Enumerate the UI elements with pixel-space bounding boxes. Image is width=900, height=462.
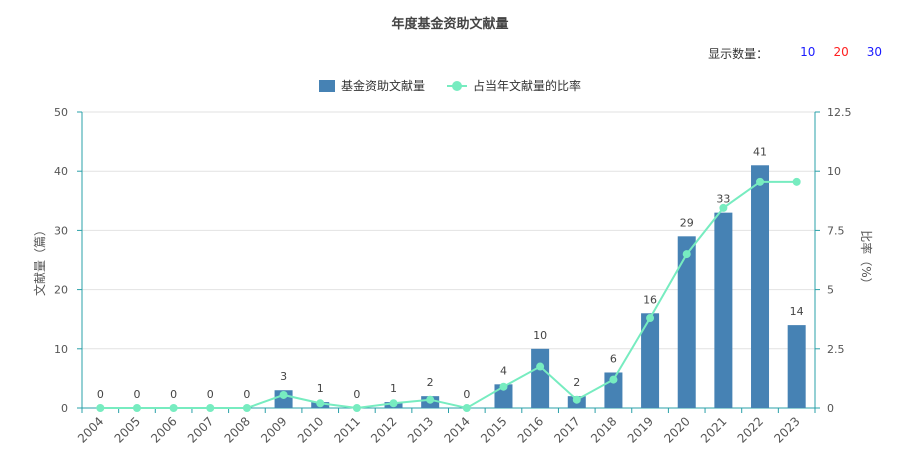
ratio-line (100, 180, 797, 410)
ratio-point (756, 177, 765, 186)
count-option-10[interactable]: 10 (800, 45, 816, 59)
display-count-switch: 显示数量： 10 20 30 (708, 45, 882, 62)
chart-legend: 基金资助文献量 占当年文献量的比率 (0, 77, 900, 94)
chart-title: 年度基金资助文献量 (391, 17, 509, 32)
y-tick-label: 40 (54, 165, 68, 178)
legend-line-swatch (447, 80, 467, 92)
x-tick-label: 2023 (771, 414, 802, 445)
bar-value-label: 1 (317, 382, 324, 395)
x-tick-label: 2018 (588, 414, 619, 445)
bar (787, 325, 806, 408)
x-tick-label: 2020 (661, 414, 692, 445)
y2-tick-label: 10 (827, 165, 841, 178)
ratio-point (169, 404, 178, 412)
bar-value-label: 6 (610, 352, 617, 365)
x-tick-label: 2005 (112, 414, 143, 445)
bar (714, 212, 733, 408)
ratio-point (792, 177, 801, 186)
legend-line-label: 占当年文献量的比率 (473, 79, 582, 93)
bar (531, 348, 550, 408)
bar-value-label: 0 (207, 388, 214, 401)
x-tick-label: 2017 (551, 414, 582, 445)
x-tick-label: 2021 (698, 414, 729, 445)
bar-value-label: 0 (97, 388, 104, 401)
ratio-point (426, 395, 435, 404)
ratio-point (646, 314, 655, 323)
bar-value-label: 33 (716, 193, 730, 206)
ratio-point (242, 404, 251, 412)
bar-value-label: 41 (753, 145, 767, 158)
x-tick-label: 2014 (441, 414, 472, 445)
bar (677, 236, 696, 408)
legend-bar-label: 基金资助文献量 (340, 79, 425, 93)
y2-tick-label: 12.5 (827, 106, 852, 119)
ratio-point (682, 250, 691, 259)
bar-value-label: 0 (133, 388, 140, 401)
count-option-30[interactable]: 30 (866, 45, 882, 59)
bar-value-label: 0 (170, 388, 177, 401)
ratio-point (572, 395, 581, 404)
x-tick-label: 2012 (368, 414, 399, 445)
x-tick-label: 2008 (222, 414, 253, 445)
ratio-point (609, 375, 618, 384)
y2-tick-label: 2.5 (827, 343, 845, 356)
bar-value-label: 16 (643, 293, 657, 306)
y-axis-title: 文献量（篇） (32, 224, 47, 296)
x-tick-label: 2007 (185, 414, 216, 445)
y2-tick-label: 5 (827, 284, 834, 297)
y-tick-label: 0 (61, 402, 68, 415)
ratio-point (462, 404, 471, 412)
x-tick-label: 2016 (515, 414, 546, 445)
bar-value-label: 0 (243, 388, 250, 401)
y-tick-label: 30 (54, 224, 68, 237)
bar-value-label: 4 (500, 364, 507, 377)
ratio-point (352, 404, 361, 412)
y-tick-label: 20 (54, 284, 68, 297)
bar (274, 390, 293, 408)
count-option-20[interactable]: 20 (833, 45, 849, 59)
ratio-point (536, 362, 545, 371)
bar-value-label: 14 (790, 305, 804, 318)
bar-value-label: 0 (353, 388, 360, 401)
ratio-point (132, 404, 141, 412)
x-tick-label: 2019 (625, 414, 656, 445)
x-tick-label: 2006 (148, 414, 179, 445)
legend-bar-swatch (318, 79, 335, 92)
y-tick-label: 10 (54, 343, 68, 356)
ratio-point (279, 390, 288, 399)
ratio-point (96, 404, 105, 412)
x-tick-label: 2011 (331, 414, 362, 445)
bar-value-label: 29 (680, 216, 694, 229)
bar-value-label: 0 (463, 388, 470, 401)
bar-value-label: 3 (280, 370, 287, 383)
x-tick-label: 2015 (478, 414, 509, 445)
bar-value-label: 10 (533, 329, 547, 342)
x-tick-label: 2022 (735, 414, 766, 445)
bar-value-label: 2 (427, 376, 434, 389)
bar-value-label: 2 (573, 376, 580, 389)
bar (641, 313, 660, 408)
y-tick-label: 50 (54, 106, 68, 119)
x-tick-label: 2009 (258, 414, 289, 445)
y2-tick-label: 0 (827, 402, 834, 415)
bar-value-label: 1 (390, 382, 397, 395)
x-tick-label: 2010 (295, 414, 326, 445)
ratio-point (719, 203, 728, 212)
ratio-point (389, 399, 398, 408)
legend-item-bar[interactable]: 基金资助文献量 (318, 77, 425, 94)
y2-tick-label: 7.5 (827, 224, 845, 237)
ratio-point (206, 404, 215, 412)
legend-item-line[interactable]: 占当年文献量的比率 (447, 77, 581, 94)
display-count-label: 显示数量： (708, 47, 769, 61)
bar (751, 165, 770, 408)
x-tick-label: 2013 (405, 414, 436, 445)
x-tick-label: 2004 (75, 414, 106, 445)
y2-axis-title: 比率（%） (859, 230, 874, 289)
ratio-point (316, 399, 325, 408)
ratio-point (499, 382, 508, 391)
